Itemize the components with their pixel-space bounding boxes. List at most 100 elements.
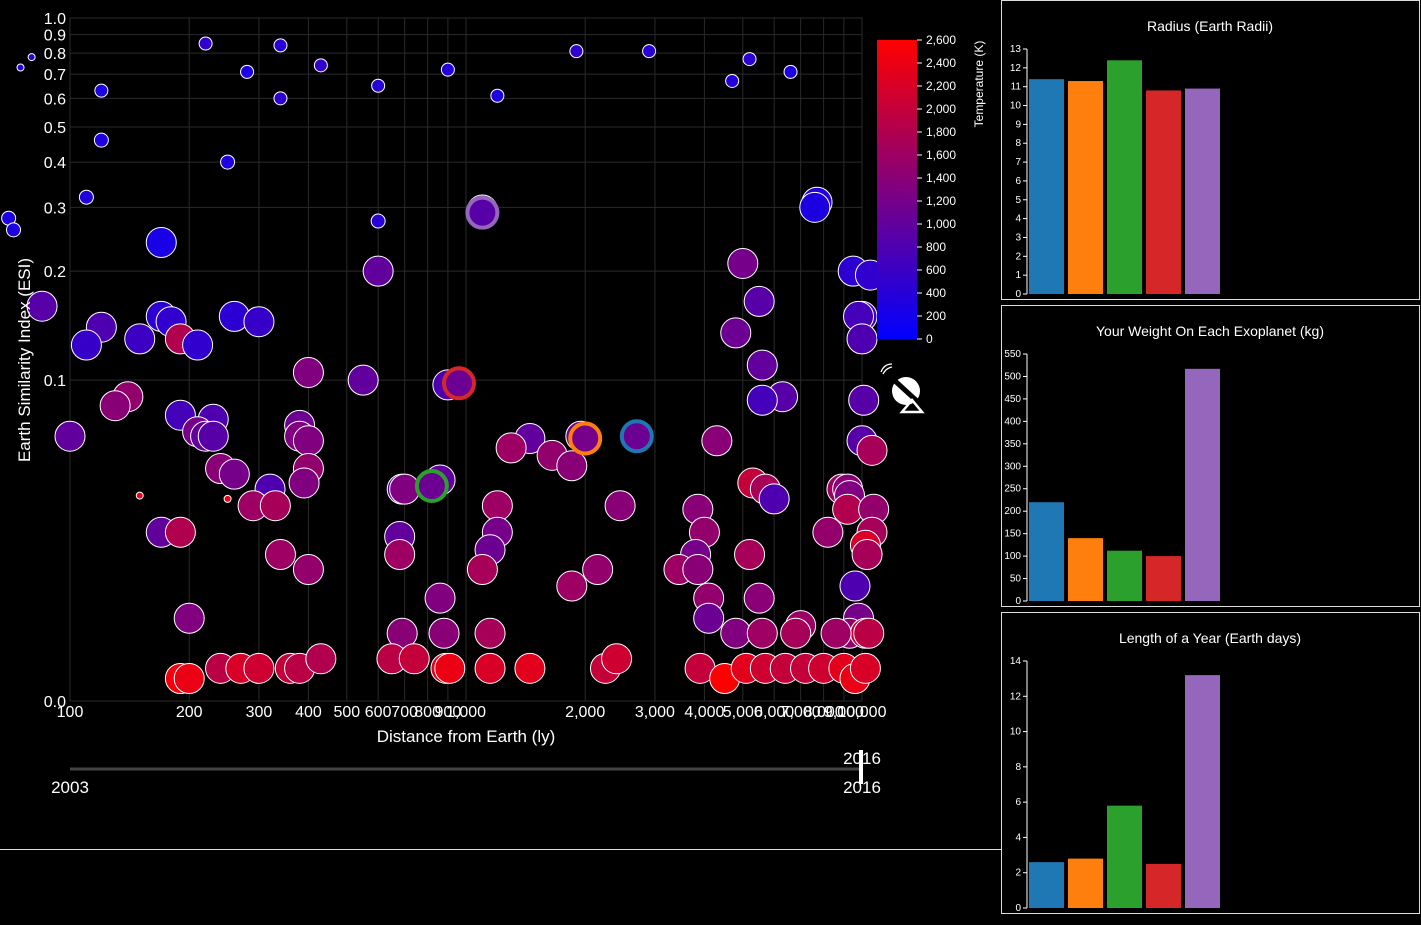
planet-point[interactable]	[264, 538, 296, 570]
planet-point[interactable]	[569, 44, 584, 59]
planet-point[interactable]	[720, 317, 752, 349]
bar[interactable]	[1107, 60, 1142, 294]
planet-point[interactable]	[182, 329, 214, 361]
planet-point[interactable]	[197, 420, 229, 452]
planet-point[interactable]	[601, 643, 633, 675]
planet-point[interactable]	[727, 247, 759, 279]
planet-point[interactable]	[846, 323, 878, 355]
planet-point[interactable]	[440, 62, 455, 77]
planet-point[interactable]	[292, 425, 324, 457]
planet-point[interactable]	[720, 617, 752, 649]
planet-point[interactable]	[734, 538, 766, 570]
bar[interactable]	[1146, 90, 1181, 294]
planet-point[interactable]	[273, 38, 288, 53]
planet-point[interactable]	[292, 553, 324, 585]
planet-point[interactable]	[99, 390, 131, 422]
planet-point[interactable]	[434, 652, 466, 684]
planet-point[interactable]	[198, 36, 213, 51]
planet-point[interactable]	[347, 364, 379, 396]
selected-planet-point[interactable]	[619, 419, 654, 454]
planet-point[interactable]	[370, 213, 386, 229]
selected-planet-point[interactable]	[441, 366, 476, 401]
planet-point[interactable]	[124, 323, 156, 355]
planet-point[interactable]	[693, 602, 725, 634]
selected-planet-point[interactable]	[465, 195, 500, 230]
planet-point[interactable]	[243, 306, 275, 338]
planet-point[interactable]	[853, 617, 885, 649]
year-slider-handle[interactable]	[859, 750, 863, 784]
planet-point[interactable]	[682, 553, 714, 585]
bar[interactable]	[1029, 502, 1064, 601]
planet-point[interactable]	[398, 643, 430, 675]
planet-point[interactable]	[173, 602, 205, 634]
planet-point[interactable]	[424, 582, 456, 614]
planet-point[interactable]	[495, 432, 527, 464]
planet-point[interactable]	[6, 222, 22, 238]
planet-point[interactable]	[642, 44, 657, 59]
planet-point[interactable]	[780, 617, 812, 649]
planet-point[interactable]	[259, 490, 291, 522]
planet-point[interactable]	[70, 329, 102, 361]
satellite-dish-icon[interactable]	[880, 363, 925, 414]
planet-point[interactable]	[223, 494, 232, 503]
bar[interactable]	[1029, 862, 1064, 908]
planet-point[interactable]	[851, 538, 883, 570]
planet-point[interactable]	[820, 617, 852, 649]
bar[interactable]	[1068, 538, 1103, 601]
selected-planet-point[interactable]	[414, 469, 449, 504]
bar[interactable]	[1107, 550, 1142, 601]
planet-point[interactable]	[243, 652, 275, 684]
selected-planet-point[interactable]	[568, 421, 603, 456]
planet-point[interactable]	[856, 434, 888, 466]
planet-point[interactable]	[848, 384, 880, 416]
planet-point[interactable]	[746, 384, 778, 416]
planet-point[interactable]	[288, 467, 320, 499]
planet-point[interactable]	[799, 191, 831, 223]
planet-point[interactable]	[701, 425, 733, 457]
planet-point[interactable]	[746, 617, 778, 649]
planet-point[interactable]	[481, 490, 513, 522]
planet-point[interactable]	[428, 617, 460, 649]
planet-point[interactable]	[758, 483, 790, 515]
planet-point[interactable]	[93, 132, 109, 148]
planet-point[interactable]	[16, 63, 25, 72]
planet-point[interactable]	[145, 226, 177, 258]
planet-point[interactable]	[490, 88, 505, 103]
planet-point[interactable]	[135, 491, 144, 500]
planet-point[interactable]	[371, 78, 386, 93]
bar[interactable]	[1029, 79, 1064, 295]
planet-point[interactable]	[273, 91, 288, 106]
planet-point[interactable]	[725, 73, 740, 88]
planet-point[interactable]	[839, 570, 871, 602]
planet-point[interactable]	[240, 64, 255, 79]
planet-point[interactable]	[94, 83, 109, 98]
planet-point[interactable]	[556, 450, 588, 482]
bar[interactable]	[1068, 81, 1103, 295]
planet-point[interactable]	[556, 570, 588, 602]
planet-point[interactable]	[743, 582, 775, 614]
bar[interactable]	[1185, 368, 1220, 601]
bar[interactable]	[1146, 556, 1181, 601]
bar[interactable]	[1068, 858, 1103, 908]
planet-point[interactable]	[313, 58, 328, 73]
planet-point[interactable]	[466, 553, 498, 585]
bar[interactable]	[1185, 88, 1220, 294]
planet-point[interactable]	[743, 285, 775, 317]
planet-point[interactable]	[604, 490, 636, 522]
planet-point[interactable]	[384, 538, 416, 570]
planet-point[interactable]	[474, 652, 506, 684]
bar[interactable]	[1146, 863, 1181, 908]
planet-point[interactable]	[26, 290, 58, 322]
planet-point[interactable]	[27, 53, 36, 62]
planet-point[interactable]	[78, 189, 94, 205]
bar[interactable]	[1185, 675, 1220, 908]
planet-point[interactable]	[164, 516, 196, 548]
planet-point[interactable]	[292, 356, 324, 388]
planet-point[interactable]	[742, 52, 757, 67]
planet-point[interactable]	[582, 553, 614, 585]
planet-point[interactable]	[218, 458, 250, 490]
planet-point[interactable]	[173, 662, 205, 694]
planet-point[interactable]	[474, 617, 506, 649]
bar[interactable]	[1107, 805, 1142, 908]
planet-point[interactable]	[783, 64, 798, 79]
